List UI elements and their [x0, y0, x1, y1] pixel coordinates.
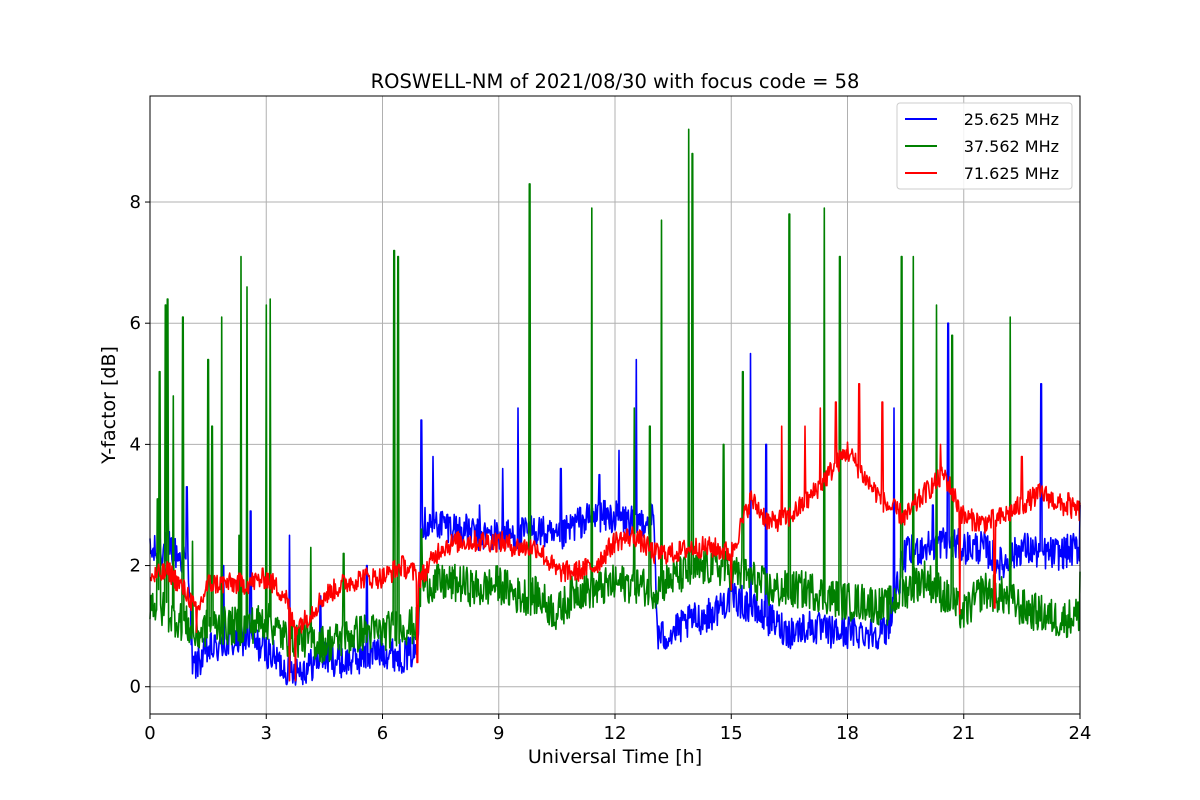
series-line-1: [149, 322, 1081, 686]
legend-box: [896, 102, 1073, 190]
y-tick-label: 2: [130, 556, 141, 577]
series-layer: [149, 128, 1081, 686]
y-tick-label: 4: [130, 434, 141, 455]
y-tick-label: 6: [130, 313, 141, 334]
legend: 25.625 MHz 37.562 MHz 71.625 MHz: [896, 102, 1073, 190]
y-axis-title: Y-factor [dB]: [98, 346, 120, 465]
series-line-3: [149, 383, 1081, 682]
x-tick-label: 6: [377, 723, 388, 744]
x-tick-label: 21: [952, 723, 975, 744]
x-tick-label: 3: [261, 723, 272, 744]
x-tick-label: 15: [720, 723, 743, 744]
y-tick-label: 0: [130, 677, 141, 698]
chart-title: ROSWELL-NM of 2021/08/30 with focus code…: [371, 70, 860, 93]
x-tick-label: 12: [604, 723, 627, 744]
x-tick-label: 18: [836, 723, 859, 744]
series-line-2: [149, 128, 1081, 664]
x-axis-title: Universal Time [h]: [528, 746, 702, 768]
legend-label-1: 25.625 MHz: [964, 110, 1059, 129]
y-tick-label: 8: [130, 192, 141, 213]
legend-label-2: 37.562 MHz: [964, 137, 1059, 156]
grid-lines: [149, 96, 1081, 714]
x-tick-label: 0: [144, 723, 155, 744]
x-tick-label: 24: [1069, 723, 1092, 744]
x-tick-label: 9: [493, 723, 504, 744]
legend-label-3: 71.625 MHz: [964, 164, 1059, 183]
